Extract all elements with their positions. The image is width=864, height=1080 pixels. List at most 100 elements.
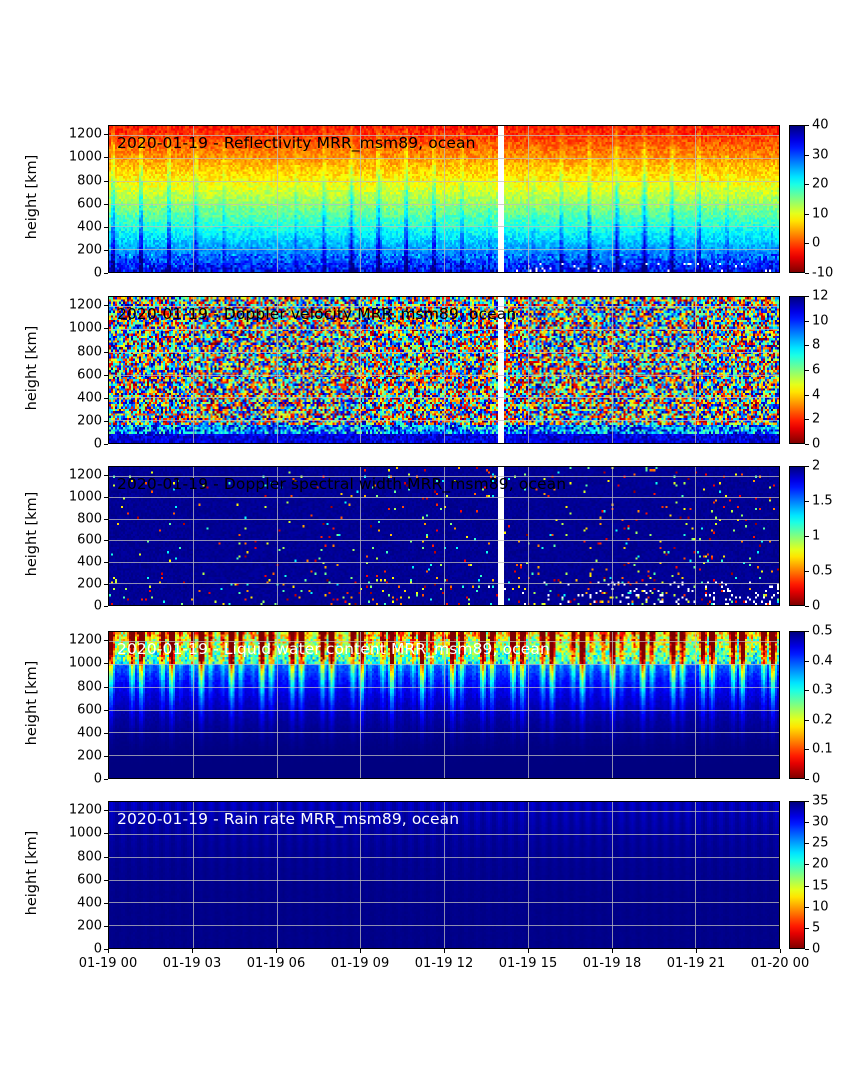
panel-5-colorbar bbox=[789, 801, 805, 949]
panel-3-colorbar-tick-mark bbox=[805, 536, 809, 537]
panel-5-colorbar-tick-label: 5 bbox=[812, 920, 821, 936]
panel-4-colorbar-tick-label: 0 bbox=[812, 771, 821, 787]
panel-2-colorbar-tick-label: 6 bbox=[812, 362, 821, 378]
panel-4-ytick-mark bbox=[104, 663, 108, 665]
panel-1-ytick-label: 1200 bbox=[68, 126, 102, 142]
panel-4-colorbar-tick-label: 0.2 bbox=[812, 712, 833, 728]
panel-1-ytick-mark bbox=[104, 180, 108, 182]
panel-3-ytick-label: 1200 bbox=[68, 467, 102, 483]
panel-5-plot-area: 2020-01-19 - Rain rate MRR_msm89, ocean bbox=[108, 801, 780, 949]
panel-4-colorbar-tick-mark bbox=[805, 779, 809, 780]
panel-1-ytick-label: 1000 bbox=[68, 149, 102, 165]
panel-1-colorbar-tick-label: 10 bbox=[812, 206, 829, 222]
panel-1-colorbar-tick-mark bbox=[805, 184, 809, 186]
panel-3-colorbar-tick-mark bbox=[805, 571, 809, 572]
panel-3-ytick-label: 0 bbox=[93, 598, 102, 614]
panel-5-ytick-mark bbox=[104, 902, 108, 904]
xtick-label: 01-19 03 bbox=[162, 956, 222, 971]
panel-4-colorbar-tick-mark bbox=[805, 749, 809, 751]
panel-1-plot-area: 2020-01-19 - Reflectivity MRR_msm89, oce… bbox=[108, 125, 780, 273]
panel-1-colorbar-tick-mark bbox=[805, 154, 809, 156]
panel-5-colorbar-gradient bbox=[790, 802, 804, 948]
panel-1-ytick-label: 0 bbox=[93, 265, 102, 281]
panel-5-ylabel: height [km] bbox=[24, 830, 40, 916]
panel-4-title: 2020-01-19 - Liquid water content MRR_ms… bbox=[117, 640, 550, 658]
panel-3-ytick-mark bbox=[104, 562, 108, 564]
panel-3-ytick-mark bbox=[104, 606, 108, 607]
panel-2-colorbar-tick-mark bbox=[805, 370, 809, 371]
panel-2-colorbar-tick-mark bbox=[805, 320, 809, 322]
panel-3-ytick-mark bbox=[104, 584, 108, 586]
panel-2-colorbar-tick-mark bbox=[805, 345, 809, 347]
panel-5-ytick-label: 1200 bbox=[68, 802, 102, 818]
panel-2-colorbar-tick-mark bbox=[805, 444, 809, 445]
xtick-mark bbox=[276, 949, 277, 953]
panel-3-colorbar-tick-label: 0 bbox=[812, 598, 821, 614]
panel-2-ytick-label: 0 bbox=[93, 436, 102, 452]
panel-2-ylabel: height [km] bbox=[24, 325, 40, 411]
panel-3-ytick-mark bbox=[104, 518, 108, 520]
panel-5-ytick-label: 800 bbox=[77, 849, 102, 864]
panel-1-ytick-label: 200 bbox=[77, 242, 102, 258]
panel-5-colorbar-tick-label: 25 bbox=[812, 835, 829, 851]
panel-3-title: 2020-01-19 - Doppler spectral width MRR_… bbox=[117, 475, 567, 493]
panel-1-colorbar bbox=[789, 125, 805, 273]
panel-4-ytick-label: 1000 bbox=[68, 655, 102, 671]
xtick-mark bbox=[108, 949, 109, 953]
panel-5-colorbar-tick-mark bbox=[805, 864, 809, 866]
panel-2-colorbar-tick-mark bbox=[805, 419, 809, 421]
panel-1-ytick-label: 600 bbox=[77, 196, 102, 212]
xtick-mark bbox=[528, 949, 529, 953]
xtick-label: 01-19 09 bbox=[330, 956, 390, 971]
xtick-label: 01-19 15 bbox=[498, 956, 558, 971]
panel-2-ytick-mark bbox=[104, 397, 108, 399]
panel-4-ytick-label: 1200 bbox=[68, 632, 102, 648]
panel-1-ytick-label: 400 bbox=[77, 219, 102, 235]
panel-1-ytick-mark bbox=[104, 134, 108, 136]
panel-1-colorbar-gradient bbox=[790, 126, 804, 272]
panel-3-colorbar-tick-mark bbox=[805, 606, 809, 607]
panel-4-colorbar-tick-label: 0.5 bbox=[812, 623, 833, 639]
panel-2-title: 2020-01-19 - Doppler velocity MRR_msm89,… bbox=[117, 305, 517, 323]
panel-2-colorbar-tick-label: 4 bbox=[812, 387, 821, 403]
panel-2-ytick-label: 1000 bbox=[68, 320, 102, 336]
panel-2-colorbar-tick-label: 12 bbox=[812, 288, 829, 304]
panel-4-colorbar-tick-mark bbox=[805, 719, 809, 721]
panel-3-colorbar-tick-label: 1 bbox=[812, 528, 821, 544]
panel-4-colorbar-gradient bbox=[790, 632, 804, 778]
panel-3-ytick-label: 600 bbox=[77, 532, 102, 548]
panel-2-colorbar-tick-label: 0 bbox=[812, 436, 821, 452]
panel-5-colorbar-tick-label: 35 bbox=[812, 793, 829, 809]
panel-3-ytick-label: 200 bbox=[77, 576, 102, 592]
xtick-label: 01-19 21 bbox=[666, 956, 726, 971]
panel-4-ytick-mark bbox=[104, 686, 108, 688]
panel-1-colorbar-tick-label: 30 bbox=[812, 147, 829, 163]
panel-5-colorbar-tick-label: 15 bbox=[812, 878, 829, 894]
xtick-label: 01-19 18 bbox=[582, 956, 642, 971]
panel-2-ytick-mark bbox=[104, 444, 108, 445]
panel-3-ytick-mark bbox=[104, 496, 108, 498]
panel-1-colorbar-tick-mark bbox=[805, 213, 809, 215]
panel-3-ytick-label: 1000 bbox=[68, 489, 102, 505]
panel-4-colorbar-tick-label: 0.3 bbox=[812, 682, 833, 698]
panel-2-colorbar-tick-mark bbox=[805, 296, 809, 297]
panel-1-ytick-mark bbox=[104, 203, 108, 205]
panel-5-ytick-label: 1000 bbox=[68, 825, 102, 841]
panel-5-ytick-mark bbox=[104, 810, 108, 812]
panel-2-ytick-label: 800 bbox=[77, 344, 102, 359]
panel-2-ytick-label: 400 bbox=[77, 390, 102, 406]
panel-3-colorbar-gradient bbox=[790, 467, 804, 605]
panel-5-ytick-mark bbox=[104, 833, 108, 835]
panel-4-ytick-label: 800 bbox=[77, 679, 102, 694]
panel-1-title: 2020-01-19 - Reflectivity MRR_msm89, oce… bbox=[117, 134, 476, 152]
xtick-label: 01-20 00 bbox=[750, 956, 810, 971]
panel-3-colorbar-tick-label: 0.5 bbox=[812, 563, 833, 579]
xtick-mark bbox=[360, 949, 361, 953]
panel-2-ytick-mark bbox=[104, 420, 108, 422]
xtick-mark bbox=[192, 949, 193, 953]
panel-2-plot-area: 2020-01-19 - Doppler velocity MRR_msm89,… bbox=[108, 296, 780, 444]
panel-1-ytick-mark bbox=[104, 249, 108, 251]
panel-4-colorbar-tick-mark bbox=[805, 690, 809, 692]
panel-1-colorbar-tick-mark bbox=[805, 125, 809, 126]
panel-2-colorbar-tick-mark bbox=[805, 394, 809, 396]
